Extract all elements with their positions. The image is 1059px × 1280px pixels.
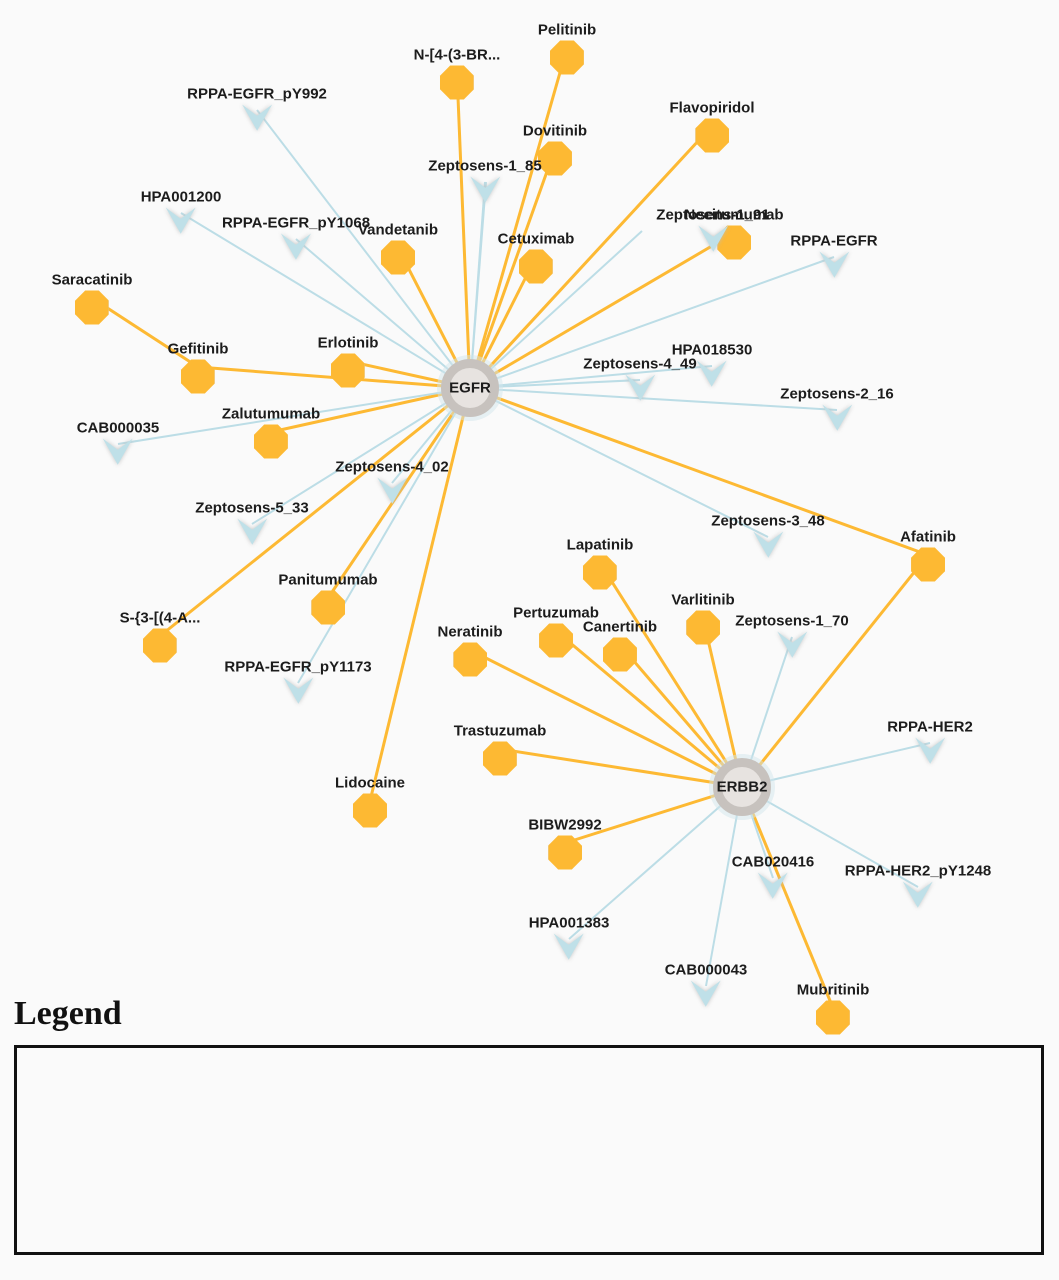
- antibody-icon: [903, 882, 933, 912]
- antibody-node[interactable]: RPPA-EGFR_pY1068: [222, 215, 370, 264]
- antibody-node[interactable]: RPPA-HER2: [887, 719, 973, 768]
- drug-icon: [254, 425, 288, 459]
- drug-icon: [75, 291, 109, 325]
- antibody-node[interactable]: Zeptosens-1_70: [735, 613, 848, 662]
- drug-icon: [453, 643, 487, 677]
- antibody-icon: [554, 934, 584, 964]
- antibody-node[interactable]: RPPA-HER2_pY1248: [845, 863, 991, 912]
- legend-box: Drug Gene Antibody Drug-target Antibody-…: [14, 1045, 1044, 1255]
- antibody-icon: [698, 226, 728, 256]
- antibody-node[interactable]: RPPA-EGFR_pY1173: [224, 659, 371, 708]
- antibody-node[interactable]: RPPA-EGFR: [790, 233, 877, 282]
- antibody-icon: [242, 105, 272, 135]
- antibody-icon: [822, 405, 852, 435]
- antibody-icon: [819, 252, 849, 282]
- antibody-icon: [625, 375, 655, 405]
- antibody-icon: [915, 738, 945, 768]
- drug-node[interactable]: Pelitinib: [538, 22, 596, 75]
- antibody-icon: [377, 478, 407, 508]
- antibody-icon: [103, 439, 133, 469]
- gene-node-erbb2[interactable]: ERBB2: [713, 758, 771, 816]
- drug-icon: [331, 354, 365, 388]
- drug-node[interactable]: Erlotinib: [318, 335, 379, 388]
- drug-node[interactable]: Cetuximab: [498, 231, 575, 284]
- antibody-node[interactable]: HPA001383: [529, 915, 610, 964]
- drug-node[interactable]: Zalutumumab: [222, 406, 320, 459]
- antibody-node[interactable]: Zeptosens-3_48: [711, 513, 824, 562]
- drug-node[interactable]: Mubritinib: [797, 982, 869, 1035]
- drug-node[interactable]: Lidocaine: [335, 775, 405, 828]
- antibody-icon: [758, 873, 788, 903]
- drug-icon: [550, 41, 584, 75]
- antibody-node[interactable]: Zeptosens-5_33: [195, 500, 308, 549]
- antibody-icon: [281, 234, 311, 264]
- drug-icon: [539, 624, 573, 658]
- antibody-node[interactable]: CAB020416: [732, 854, 815, 903]
- drug-node[interactable]: Varlitinib: [671, 592, 734, 645]
- antibody-icon: [470, 177, 500, 207]
- antibody-icon: [691, 981, 721, 1011]
- antibody-node[interactable]: Zeptosens-4_49: [583, 356, 696, 405]
- antibody-node[interactable]: Zeptosens-1_91: [656, 207, 769, 256]
- drug-icon: [311, 591, 345, 625]
- antibody-icon: [166, 208, 196, 238]
- drug-node[interactable]: S-{3-[(4-A...: [120, 610, 201, 663]
- drug-node[interactable]: Saracatinib: [52, 272, 133, 325]
- drug-node[interactable]: Flavopiridol: [669, 100, 754, 153]
- drug-icon: [440, 66, 474, 100]
- antibody-node[interactable]: Zeptosens-4_02: [335, 459, 448, 508]
- drug-icon: [353, 794, 387, 828]
- drug-icon: [695, 119, 729, 153]
- drug-icon: [603, 638, 637, 672]
- antibody-node[interactable]: CAB000043: [665, 962, 748, 1011]
- drug-node[interactable]: Lapatinib: [567, 537, 634, 590]
- gene-icon: [441, 359, 499, 417]
- drug-icon: [483, 742, 517, 776]
- antibody-node[interactable]: CAB000035: [77, 420, 160, 469]
- antibody-node[interactable]: Zeptosens-1_85: [428, 158, 541, 207]
- drug-node[interactable]: Panitumumab: [278, 572, 377, 625]
- drug-icon: [381, 241, 415, 275]
- drug-icon: [686, 611, 720, 645]
- legend-title: Legend: [14, 995, 122, 1033]
- network-diagram: EGFR ERBB2 Pelitinib N-[4-(3-BR... Flavo…: [0, 0, 1059, 1280]
- drug-icon: [911, 548, 945, 582]
- drug-node[interactable]: Afatinib: [900, 529, 956, 582]
- antibody-node[interactable]: Zeptosens-2_16: [780, 386, 893, 435]
- drug-icon: [181, 360, 215, 394]
- antibody-icon: [283, 678, 313, 708]
- antibody-node[interactable]: HPA001200: [141, 189, 222, 238]
- drug-node[interactable]: BIBW2992: [528, 817, 601, 870]
- gene-icon: [713, 758, 771, 816]
- drug-icon: [143, 629, 177, 663]
- drug-node[interactable]: Gefitinib: [168, 341, 229, 394]
- antibody-icon: [753, 532, 783, 562]
- drug-node[interactable]: Neratinib: [437, 624, 502, 677]
- drug-icon: [816, 1001, 850, 1035]
- drug-node[interactable]: Trastuzumab: [454, 723, 547, 776]
- drug-node[interactable]: Canertinib: [583, 619, 657, 672]
- drug-node[interactable]: N-[4-(3-BR...: [414, 47, 501, 100]
- antibody-icon: [777, 632, 807, 662]
- drug-icon: [519, 250, 553, 284]
- drug-icon: [548, 836, 582, 870]
- antibody-icon: [697, 361, 727, 391]
- antibody-icon: [237, 519, 267, 549]
- drug-icon: [583, 556, 617, 590]
- antibody-node[interactable]: RPPA-EGFR_pY992: [187, 86, 327, 135]
- gene-node-egfr[interactable]: EGFR: [441, 359, 499, 417]
- drug-icon: [538, 142, 572, 176]
